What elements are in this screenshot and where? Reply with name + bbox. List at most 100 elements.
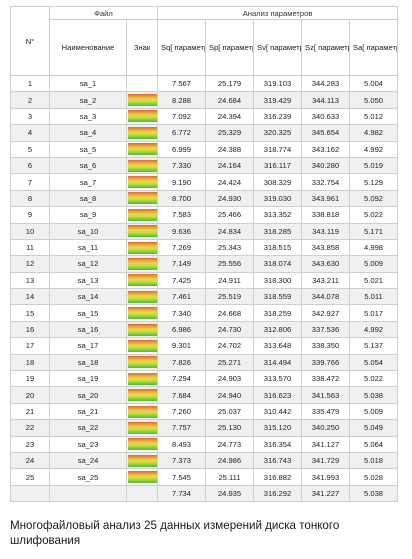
cell-sp: 25.343	[205, 238, 255, 257]
row-number: 20	[10, 386, 50, 404]
table-body: 1 sa_1 7.567 25.179 319.103 344.283 5.004 2 sa_2…	[10, 74, 399, 503]
cell-sv: 318.259	[253, 304, 303, 322]
row-mark	[125, 370, 159, 388]
row-number: 24	[10, 451, 50, 470]
cell-sp: 24.935	[205, 484, 255, 503]
cell-sq: 9.190	[157, 173, 207, 191]
cell-sz: 344.078	[301, 288, 351, 306]
row-number: 17	[10, 337, 50, 355]
row-number: 11	[10, 238, 50, 257]
table-row: 16 sa_16 6.986 24.730 312.806 337.536 4.992	[10, 320, 399, 339]
row-name: sa_4	[49, 124, 127, 142]
table-row: 17 sa_17 9.301 24.702 313.648 338.350 5.137	[10, 337, 399, 355]
cell-sz: 341.993	[301, 468, 351, 486]
row-mark	[125, 451, 159, 470]
row-mark	[125, 140, 159, 158]
cell-sz: 343.961	[301, 189, 351, 208]
row-mark	[125, 320, 159, 339]
cell-sz: 338.472	[301, 370, 351, 388]
cell-sa: 5.092	[349, 189, 399, 208]
cell-sq: 7.425	[157, 271, 207, 290]
table-row: 3 sa_3 7.092 24.394 316.239 340.633 5.012	[10, 107, 399, 126]
cell-sa: 5.009	[349, 402, 399, 421]
row-number: 2	[10, 91, 50, 109]
cell-sp: 24.730	[205, 320, 255, 339]
cell-sa: 4.982	[349, 124, 399, 142]
summary-row: 7.734 24.935 316.292 341.227 5.038	[10, 484, 399, 503]
row-name: sa_19	[49, 370, 127, 388]
gradient-mark-icon	[127, 471, 157, 484]
table-row: 14 sa_14 7.461 25.519 318.559 344.078 5.011	[10, 288, 399, 306]
cell-sq: 7.294	[157, 370, 207, 388]
table-row: 12 sa_12 7.149 25.556 318.074 343.630 5.009	[10, 255, 399, 273]
header-name: Наименование	[49, 19, 127, 76]
table-row: 15 sa_15 7.340 24.668 318.259 342.927 5.017	[10, 304, 399, 322]
cell-sv: 318.559	[253, 288, 303, 306]
row-number	[10, 484, 50, 503]
cell-sq: 7.269	[157, 238, 207, 257]
cell-sv: 318.285	[253, 222, 303, 240]
row-name: sa_8	[49, 189, 127, 208]
row-name: sa_3	[49, 107, 127, 126]
cell-sp: 24.668	[205, 304, 255, 322]
row-number: 22	[10, 419, 50, 437]
cell-sv: 316.117	[253, 156, 303, 175]
cell-sp: 24.986	[205, 451, 255, 470]
row-mark	[125, 386, 159, 404]
cell-sp: 25.179	[205, 74, 255, 93]
cell-sz: 338.818	[301, 206, 351, 224]
cell-sa: 5.009	[349, 255, 399, 273]
cell-sq: 7.583	[157, 206, 207, 224]
cell-sa: 5.129	[349, 173, 399, 191]
row-mark	[125, 484, 159, 503]
row-number: 12	[10, 255, 50, 273]
cell-sv: 315.120	[253, 419, 303, 437]
cell-sv: 316.292	[253, 484, 303, 503]
gradient-mark-icon	[127, 339, 157, 352]
cell-sz: 341.729	[301, 451, 351, 470]
header-sq: Sq[ параметр высоты] [I...	[157, 19, 207, 76]
row-mark	[125, 156, 159, 175]
cell-sv: 313.648	[253, 337, 303, 355]
row-name: sa_21	[49, 402, 127, 421]
row-number: 16	[10, 320, 50, 339]
cell-sa: 5.049	[349, 419, 399, 437]
gradient-mark-icon	[127, 405, 157, 418]
row-name: sa_16	[49, 320, 127, 339]
table-row: 6 sa_6 7.330 24.164 316.117 340.280 5.019	[10, 156, 399, 175]
cell-sp: 25.329	[205, 124, 255, 142]
cell-sq: 7.826	[157, 353, 207, 372]
cell-sv: 313.352	[253, 206, 303, 224]
cell-sp: 24.911	[205, 271, 255, 290]
row-name: sa_18	[49, 353, 127, 372]
cell-sa: 5.038	[349, 484, 399, 503]
row-mark	[125, 124, 159, 142]
cell-sp: 25.111	[205, 468, 255, 486]
cell-sz: 342.927	[301, 304, 351, 322]
cell-sa: 5.050	[349, 91, 399, 109]
row-mark	[125, 107, 159, 126]
gradient-mark-icon	[127, 192, 157, 205]
cell-sp: 24.940	[205, 386, 255, 404]
cell-sz: 340.250	[301, 419, 351, 437]
cell-sz: 332.754	[301, 173, 351, 191]
header-sv: Sv[ параметр высоты] [IS...	[253, 19, 303, 76]
cell-sz: 340.633	[301, 107, 351, 126]
cell-sa: 5.021	[349, 271, 399, 290]
cell-sv: 314.494	[253, 353, 303, 372]
gradient-mark-icon	[127, 290, 157, 303]
cell-sq: 6.986	[157, 320, 207, 339]
cell-sp: 24.164	[205, 156, 255, 175]
cell-sv: 313.570	[253, 370, 303, 388]
cell-sp: 24.834	[205, 222, 255, 240]
cell-sp: 25.519	[205, 288, 255, 306]
gradient-mark-icon	[127, 454, 157, 467]
measurement-table: N° Файл Анализ параметров Наименование З…	[10, 6, 399, 503]
row-mark	[125, 271, 159, 290]
cell-sv: 318.300	[253, 271, 303, 290]
table-row: 11 sa_11 7.269 25.343 318.515 343.858 4.998	[10, 238, 399, 257]
row-name: sa_7	[49, 173, 127, 191]
cell-sz: 343.119	[301, 222, 351, 240]
cell-sz: 340.280	[301, 156, 351, 175]
header-mark: Знак	[125, 19, 159, 76]
